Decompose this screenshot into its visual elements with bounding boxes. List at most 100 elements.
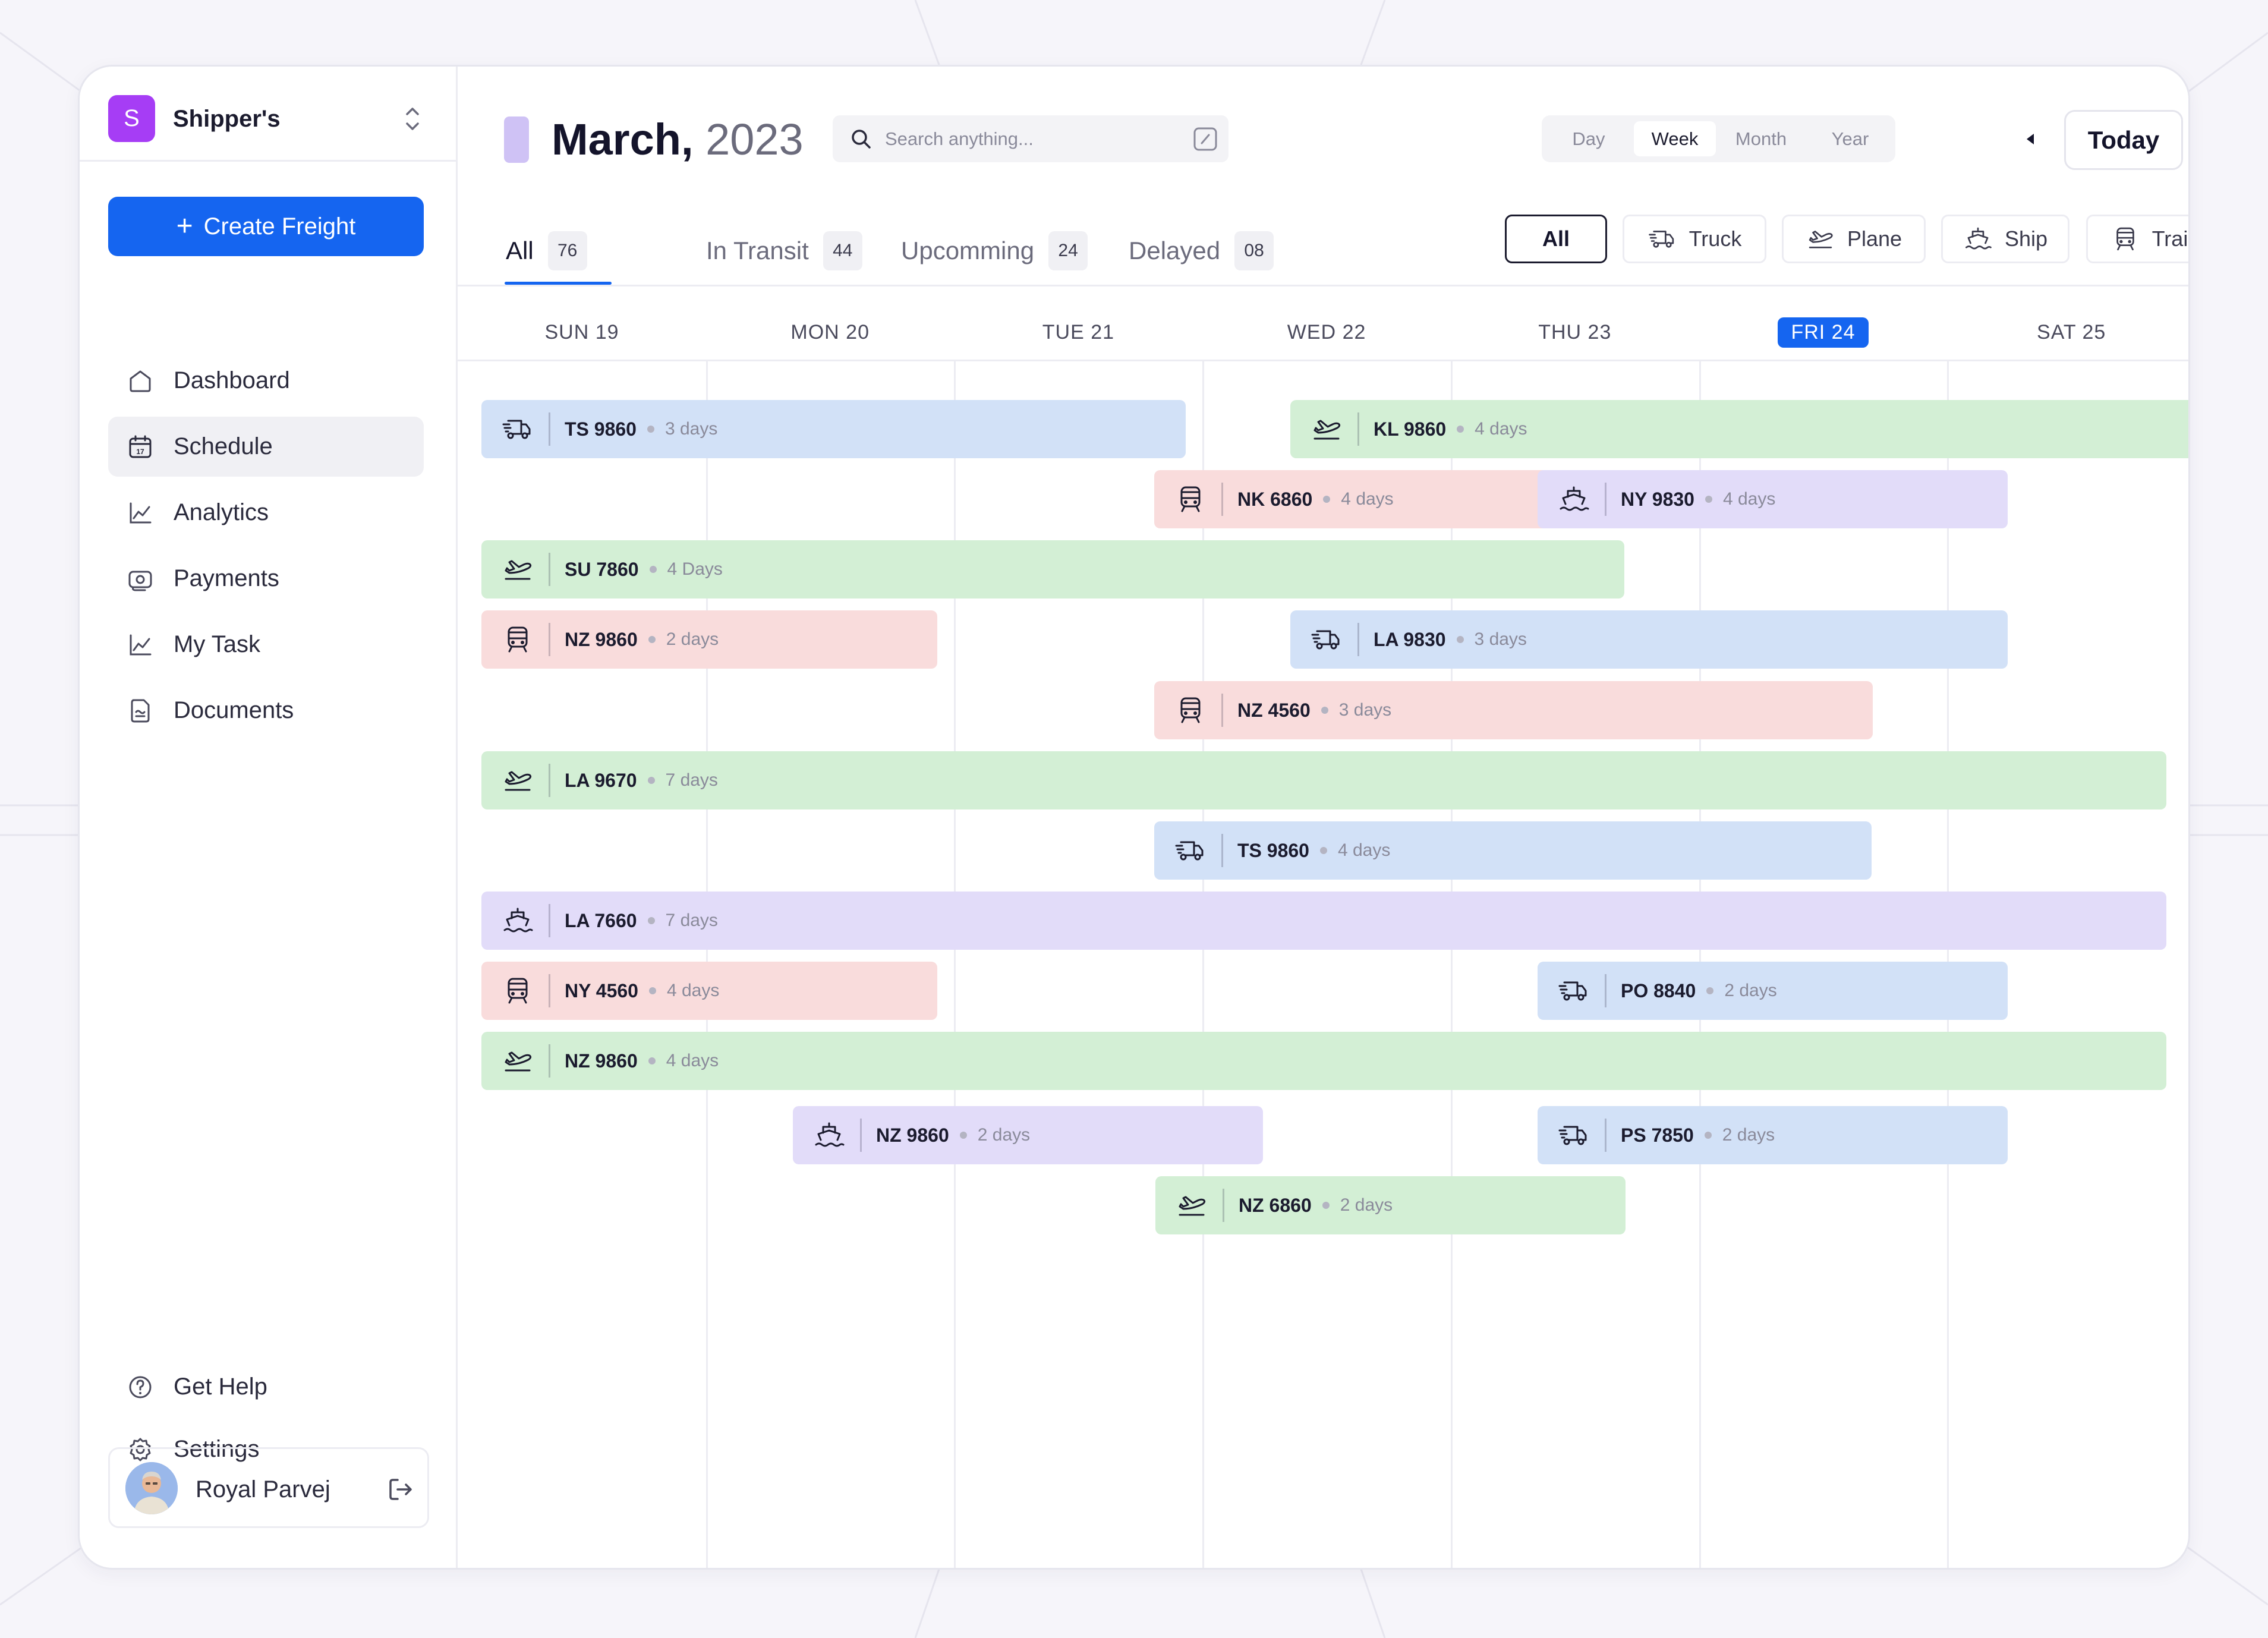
shipment-bar-train[interactable]: NZ 9860 2 days — [481, 610, 937, 669]
separator-dot — [1319, 847, 1327, 854]
day-header[interactable]: MON 20 — [706, 308, 955, 356]
shipment-bar-plane[interactable]: LA 9670 7 days — [481, 751, 2166, 809]
shipment-bar-plane[interactable]: KL 9860 4 days — [1290, 400, 2188, 458]
day-header-label: TUE 21 — [1042, 320, 1115, 344]
separator-dot — [1457, 426, 1464, 433]
shipment-code: NZ 4560 — [1237, 699, 1311, 721]
shipment-bar-truck[interactable]: TS 9860 4 days — [1154, 821, 1872, 880]
plane-icon — [1809, 231, 1833, 248]
separator-dot — [1706, 987, 1714, 994]
title-color-swatch — [504, 116, 529, 163]
view-year[interactable]: Year — [1831, 128, 1869, 149]
settings-link[interactable]: Settings — [108, 1419, 424, 1479]
shipment-duration: 7 days — [665, 770, 718, 790]
view-switcher: Day Week Month Year — [1542, 115, 1895, 162]
shipment-bar-truck[interactable]: TS 9860 3 days — [481, 400, 1186, 458]
shipment-duration: 2 days — [1340, 1195, 1393, 1215]
tab-count: 44 — [823, 231, 862, 270]
chevron-up-down-icon[interactable] — [401, 102, 424, 136]
tab-label: All — [506, 237, 534, 264]
shipment-bar-plane[interactable]: NZ 9860 4 days — [481, 1032, 2166, 1090]
truck-icon — [1311, 630, 1340, 650]
sidebar-item-payments[interactable]: Payments — [108, 549, 424, 609]
shipment-bar-ship[interactable]: LA 7660 7 days — [481, 892, 2166, 950]
sidebar-item-label: My Task — [174, 631, 260, 657]
day-header[interactable]: WED 22 — [1202, 308, 1451, 356]
filter-label: Plane — [1847, 226, 1902, 251]
workspace-name: Shipper's — [173, 106, 281, 132]
sidebar-item-schedule[interactable]: 17 Schedule — [108, 417, 424, 477]
shipment-bar-truck[interactable]: LA 9830 3 days — [1290, 610, 2008, 669]
tab-delayed[interactable]: Delayed 08 — [1129, 219, 1274, 283]
view-day[interactable]: Day — [1572, 128, 1605, 149]
get-help-link[interactable]: Get Help — [108, 1357, 424, 1417]
filter-all[interactable]: All — [1505, 215, 1607, 263]
plane-icon — [505, 771, 532, 791]
filter-plane[interactable]: Plane — [1782, 215, 1926, 263]
sidebar-item-label: Dashboard — [174, 367, 290, 393]
day-column-line — [954, 361, 956, 1568]
search-box[interactable] — [833, 115, 1228, 162]
bar-divider — [1221, 834, 1223, 867]
shipment-duration: 3 days — [664, 419, 718, 439]
shipment-bar-plane[interactable]: NZ 6860 2 days — [1155, 1176, 1626, 1234]
shipment-code: LA 9830 — [1374, 628, 1446, 650]
today-button[interactable]: Today — [2064, 110, 2183, 170]
ship-icon — [503, 908, 533, 933]
search-input[interactable] — [885, 121, 1170, 157]
gear-icon — [130, 1438, 151, 1461]
shipment-bar-ship[interactable]: NZ 9860 2 days — [793, 1106, 1263, 1164]
bar-divider — [549, 764, 550, 797]
shipment-bar-train[interactable]: NY 4560 4 days — [481, 962, 937, 1020]
filter-truck[interactable]: Truck — [1623, 215, 1766, 263]
shipment-duration: 4 days — [1722, 489, 1776, 509]
view-week[interactable]: Week — [1634, 121, 1716, 156]
tab-upcoming[interactable]: Upcomming 24 — [901, 219, 1088, 283]
create-freight-button[interactable]: + Create Freight — [108, 197, 424, 256]
shipment-bar-truck[interactable]: PS 7850 2 days — [1538, 1106, 2008, 1164]
day-header[interactable]: THU 23 — [1451, 308, 1699, 356]
shipment-duration: 3 days — [1474, 629, 1527, 649]
day-header[interactable]: SUN 19 — [458, 308, 706, 356]
avatar — [125, 1462, 178, 1514]
day-header[interactable]: TUE 21 — [954, 308, 1202, 356]
filter-train[interactable]: Train — [2086, 215, 2188, 263]
day-header[interactable]: FRI 24 — [1699, 308, 1948, 356]
truck-icon — [1648, 231, 1674, 248]
sidebar-item-analytics[interactable]: Analytics — [108, 483, 424, 543]
shipment-code: NY 4560 — [565, 979, 638, 1001]
separator-dot — [1323, 496, 1331, 503]
previous-week-icon[interactable] — [2021, 129, 2041, 149]
shipment-bar-ship[interactable]: NY 9830 4 days — [1538, 470, 2008, 528]
plane-icon — [1179, 1196, 1206, 1216]
shipment-duration: 4 days — [1475, 419, 1527, 439]
plane-icon — [505, 1051, 532, 1072]
workspace-switcher[interactable]: S Shipper's — [80, 67, 458, 162]
tab-label: Upcomming — [901, 237, 1035, 264]
shipment-bar-plane[interactable]: SU 7860 4 Days — [481, 540, 1624, 598]
settings-label: Settings — [174, 1436, 260, 1462]
shipment-bar-truck[interactable]: PO 8840 2 days — [1538, 962, 2008, 1020]
day-header-label: WED 22 — [1287, 320, 1366, 344]
tab-in-transit[interactable]: In Transit 44 — [706, 219, 862, 283]
user-profile-card[interactable]: Royal Parvej — [108, 1447, 429, 1528]
shipment-code: NZ 9860 — [565, 628, 638, 650]
sidebar-item-my-task[interactable]: My Task — [108, 615, 424, 675]
wallet-icon — [128, 571, 152, 591]
view-month[interactable]: Month — [1735, 128, 1787, 149]
filter-label: Truck — [1689, 226, 1742, 251]
separator-dot — [647, 917, 655, 924]
shipment-code: KL 9860 — [1374, 418, 1447, 440]
day-header-label: MON 20 — [790, 320, 870, 344]
filter-ship[interactable]: Ship — [1941, 215, 2069, 263]
sidebar-item-dashboard[interactable]: Dashboard — [108, 351, 424, 411]
sidebar-item-documents[interactable]: Documents — [108, 681, 424, 741]
filter-label: Train — [2152, 226, 2188, 251]
separator-dot — [959, 1132, 967, 1139]
shipment-code: NK 6860 — [1237, 488, 1313, 510]
sidebar-item-label: Analytics — [174, 499, 269, 525]
shipment-bar-train[interactable]: NZ 4560 3 days — [1154, 681, 1873, 739]
tab-all[interactable]: All 76 — [506, 219, 587, 283]
day-header[interactable]: SAT 25 — [1947, 308, 2188, 356]
logout-icon[interactable] — [385, 1474, 415, 1505]
